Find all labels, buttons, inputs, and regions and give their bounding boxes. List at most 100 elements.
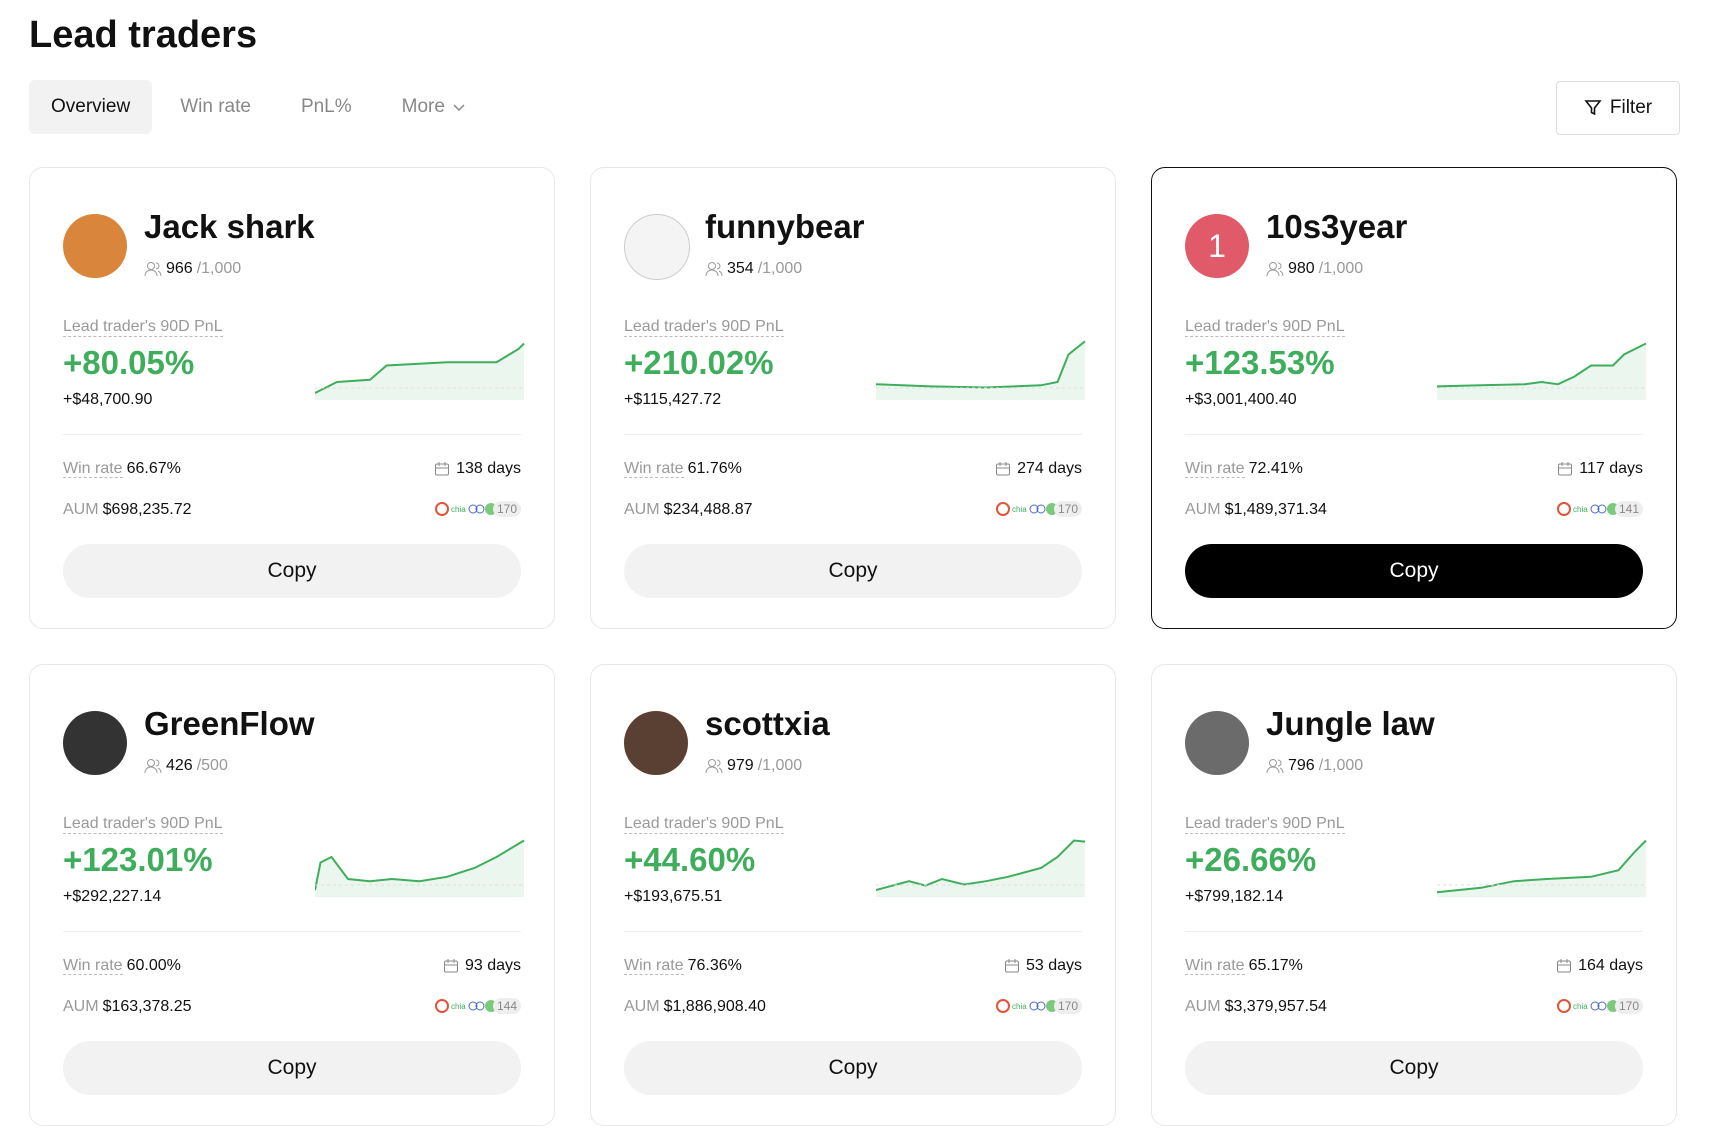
tab[interactable]: Overview bbox=[29, 80, 153, 134]
win-rate-label: Win rate bbox=[1185, 460, 1245, 478]
avatar bbox=[624, 711, 688, 775]
avatar bbox=[624, 214, 690, 280]
coin-icons: chia bbox=[434, 502, 497, 516]
coins: chia 170 bbox=[1556, 998, 1643, 1014]
trader-name[interactable]: 10s3year bbox=[1266, 208, 1408, 245]
pnl-usd: +$292,227.14 bbox=[63, 888, 162, 905]
win-rate-label: Win rate bbox=[63, 957, 123, 975]
filter-button[interactable]: Filter bbox=[1556, 81, 1680, 135]
aum: AUM $1,489,371.34 bbox=[1185, 501, 1327, 519]
coin-count: 170 bbox=[1053, 501, 1082, 517]
days: 274 days bbox=[995, 460, 1082, 478]
follower-count: 796 bbox=[1288, 757, 1315, 774]
sparkline bbox=[315, 839, 525, 897]
follower-max: /500 bbox=[196, 757, 228, 774]
pnl-usd: +$193,675.51 bbox=[624, 888, 723, 905]
win-rate-label: Win rate bbox=[63, 460, 123, 478]
coins: chia 170 bbox=[995, 998, 1082, 1014]
divider bbox=[1185, 931, 1643, 932]
trader-card: Jungle law 796/1,000 Lead trader's 90D PnL… bbox=[1151, 664, 1677, 1126]
filter-icon bbox=[1584, 100, 1602, 116]
follower-count: 966 bbox=[166, 260, 193, 277]
coin-count: 144 bbox=[492, 998, 521, 1014]
calendar-icon bbox=[1004, 959, 1019, 973]
days-value: 138 days bbox=[456, 460, 521, 477]
coins: chia 170 bbox=[995, 501, 1082, 517]
follower-max: /1,000 bbox=[757, 260, 803, 277]
avatar bbox=[1185, 711, 1249, 775]
copy-button[interactable]: Copy bbox=[63, 1041, 521, 1095]
win-rate-label: Win rate bbox=[624, 957, 684, 975]
trader-card: funnybear 354/1,000 Lead trader's 90D PnL +… bbox=[590, 167, 1116, 629]
coin-count: 141 bbox=[1614, 501, 1643, 517]
copy-button[interactable]: Copy bbox=[63, 544, 521, 598]
days-value: 164 days bbox=[1578, 957, 1643, 974]
pnl-label: Lead trader's 90D PnL bbox=[1185, 318, 1345, 337]
days-value: 117 days bbox=[1579, 460, 1643, 477]
win-rate: Win rate 66.67% bbox=[63, 460, 181, 478]
tab-label: Win rate bbox=[180, 96, 251, 117]
coins: chia 170 bbox=[434, 501, 521, 517]
calendar-icon bbox=[1558, 462, 1573, 476]
svg-text:chia: chia bbox=[1012, 505, 1027, 514]
tab[interactable]: PnL% bbox=[279, 80, 374, 134]
win-rate-value: 65.17% bbox=[1248, 957, 1303, 974]
win-rate-value: 66.67% bbox=[126, 460, 181, 477]
trader-name[interactable]: GreenFlow bbox=[144, 705, 315, 742]
sparkline bbox=[876, 340, 1086, 400]
days-value: 274 days bbox=[1017, 460, 1082, 477]
coin-icons: chia bbox=[1556, 999, 1619, 1013]
copy-button[interactable]: Copy bbox=[624, 544, 1082, 598]
follower-max: /1,000 bbox=[1318, 757, 1364, 774]
coin-icons: chia bbox=[1556, 502, 1619, 516]
copy-button[interactable]: Copy bbox=[1185, 544, 1643, 598]
aum-label: AUM bbox=[63, 998, 99, 1015]
follower-count: 354 bbox=[727, 260, 754, 277]
copy-button[interactable]: Copy bbox=[624, 1041, 1082, 1095]
trader-name[interactable]: Jungle law bbox=[1266, 705, 1435, 742]
coins: chia 141 bbox=[1556, 501, 1643, 517]
win-rate-value: 76.36% bbox=[687, 957, 742, 974]
aum-label: AUM bbox=[63, 501, 99, 518]
pnl-usd: +$48,700.90 bbox=[63, 391, 153, 408]
followers: 426/500 bbox=[144, 757, 228, 775]
followers: 796/1,000 bbox=[1266, 757, 1363, 775]
win-rate: Win rate 61.76% bbox=[624, 460, 742, 478]
tab[interactable]: More bbox=[380, 80, 487, 134]
divider bbox=[63, 931, 521, 932]
sparkline bbox=[315, 342, 525, 400]
days: 53 days bbox=[1004, 957, 1082, 975]
aum: AUM $163,378.25 bbox=[63, 998, 192, 1016]
followers-icon bbox=[705, 759, 723, 774]
pnl-usd: +$799,182.14 bbox=[1185, 888, 1284, 905]
trader-name[interactable]: Jack shark bbox=[144, 208, 315, 245]
trader-name[interactable]: scottxia bbox=[705, 705, 830, 742]
win-rate-value: 61.76% bbox=[687, 460, 742, 477]
pnl-usd: +$3,001,400.40 bbox=[1185, 391, 1297, 408]
aum: AUM $234,488.87 bbox=[624, 501, 753, 519]
followers-icon bbox=[705, 262, 723, 277]
pnl-percent: +123.53% bbox=[1185, 344, 1335, 381]
aum-label: AUM bbox=[1185, 998, 1221, 1015]
avatar: 1 bbox=[1185, 214, 1249, 278]
divider bbox=[624, 434, 1082, 435]
coin-count: 170 bbox=[1614, 998, 1643, 1014]
divider bbox=[624, 931, 1082, 932]
followers: 980/1,000 bbox=[1266, 260, 1363, 278]
copy-button[interactable]: Copy bbox=[1185, 1041, 1643, 1095]
follower-max: /1,000 bbox=[757, 757, 803, 774]
svg-text:chia: chia bbox=[451, 1002, 466, 1011]
trader-name[interactable]: funnybear bbox=[705, 208, 865, 245]
sparkline bbox=[876, 839, 1086, 897]
pnl-label: Lead trader's 90D PnL bbox=[624, 815, 784, 834]
tab[interactable]: Win rate bbox=[158, 80, 273, 134]
win-rate: Win rate 72.41% bbox=[1185, 460, 1303, 478]
calendar-icon bbox=[443, 959, 458, 973]
days-value: 93 days bbox=[464, 957, 521, 974]
divider bbox=[1185, 434, 1643, 435]
aum-label: AUM bbox=[624, 501, 660, 518]
trader-card: GreenFlow 426/500 Lead trader's 90D PnL +12… bbox=[29, 664, 555, 1126]
aum-value: $163,378.25 bbox=[102, 998, 192, 1015]
svg-text:chia: chia bbox=[1573, 505, 1588, 514]
page-title: Lead traders bbox=[29, 14, 258, 56]
